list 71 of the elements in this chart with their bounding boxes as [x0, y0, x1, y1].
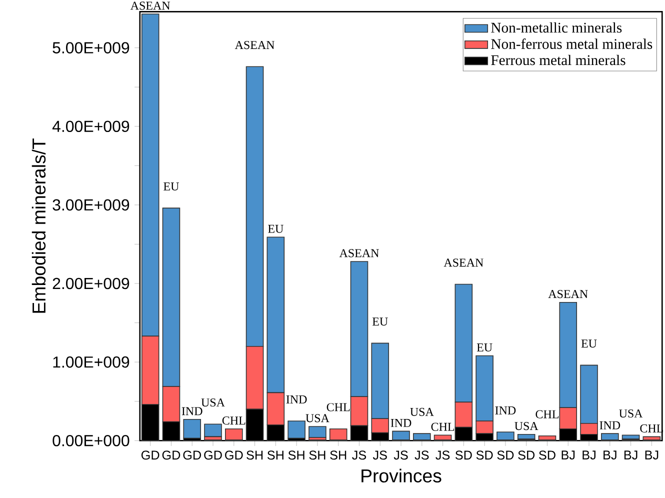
x-tick-label: SH — [288, 450, 304, 460]
bar — [601, 433, 619, 440]
annotation: EU — [268, 225, 284, 234]
annotation: EU — [372, 318, 388, 326]
y-tick-label: 0.00E+000 — [52, 435, 130, 446]
x-tick-label: SD — [518, 450, 535, 460]
bar — [392, 431, 410, 440]
annotation: IND — [286, 396, 307, 404]
annotation: ASEAN — [548, 290, 588, 298]
x-tick-label: GD — [225, 450, 243, 460]
annotation: IND — [600, 422, 620, 430]
x-tick-label: SD — [455, 450, 472, 460]
x-tick-label: JS — [372, 450, 387, 460]
annotation: ASEAN — [234, 41, 274, 50]
y-tick-label: 5.00E+009 — [52, 42, 130, 54]
x-tick-label: JS — [394, 450, 408, 460]
legend-label: Non-metallic minerals — [491, 22, 622, 33]
text: ASEAN — [130, 2, 170, 10]
x-tick-label: SH — [246, 450, 263, 460]
y-axis-title: Embodied minerals/T — [32, 138, 46, 313]
annotation: CHL — [431, 423, 454, 432]
annotation: ASEAN — [339, 249, 379, 258]
bar — [434, 434, 452, 440]
y-tick-label: 2.00E+009 — [52, 278, 130, 290]
annotation: USA — [201, 398, 225, 407]
x-tick-label: BJ — [562, 450, 575, 460]
y-tick-label: 3.00E+009 — [52, 199, 130, 211]
annotation: USA — [410, 408, 434, 416]
bar — [308, 426, 326, 438]
annotation: EU — [164, 182, 179, 191]
bar — [288, 420, 306, 439]
bar — [225, 428, 243, 440]
annotation: USA — [514, 422, 538, 430]
legend-label: Ferrous metal minerals — [491, 55, 626, 66]
y-tick-label: 1.00E+009 — [53, 356, 130, 368]
annotation: CHL — [326, 403, 350, 412]
x-tick-label: SH — [267, 450, 284, 460]
x-tick-label: JS — [352, 450, 366, 460]
x-tick-label: BJ — [604, 450, 616, 460]
x-tick-label: SD — [476, 450, 493, 460]
annotation: USA — [306, 414, 330, 422]
annotation: USA — [619, 410, 643, 418]
x-tick-label: SH — [309, 450, 326, 460]
x-tick-label: SH — [330, 450, 346, 460]
bar — [496, 432, 514, 440]
x-tick-label: GD — [204, 450, 222, 460]
annotation: CHL — [536, 410, 558, 419]
bar — [183, 419, 202, 439]
annotation: CHL — [222, 416, 246, 425]
legend-label: Non-ferrous metal minerals — [491, 38, 652, 50]
bar — [413, 433, 431, 440]
y-tick-label: 4.00E+009 — [52, 120, 130, 132]
x-tick-label: BJ — [582, 450, 596, 460]
annotation: EU — [476, 344, 492, 352]
x-tick-label: GD — [183, 450, 202, 460]
x-tick-label: SD — [539, 450, 556, 460]
bar — [329, 428, 348, 440]
annotation: IND — [495, 406, 516, 415]
x-tick-label: BJ — [624, 450, 638, 460]
x-tick-label: SD — [497, 450, 514, 460]
x-tick-label: JS — [436, 450, 450, 460]
x-tick-label: JS — [414, 450, 429, 460]
annotation: IND — [390, 419, 412, 428]
annotation: IND — [182, 407, 202, 416]
x-tick-label: GD — [162, 450, 180, 460]
bar — [204, 424, 222, 438]
annotation: ASEAN — [444, 258, 484, 267]
x-axis-title: Provinces — [362, 468, 442, 483]
x-tick-label: BJ — [645, 450, 658, 460]
x-tick-label: GD — [141, 450, 160, 460]
annotation: EU — [581, 340, 597, 348]
